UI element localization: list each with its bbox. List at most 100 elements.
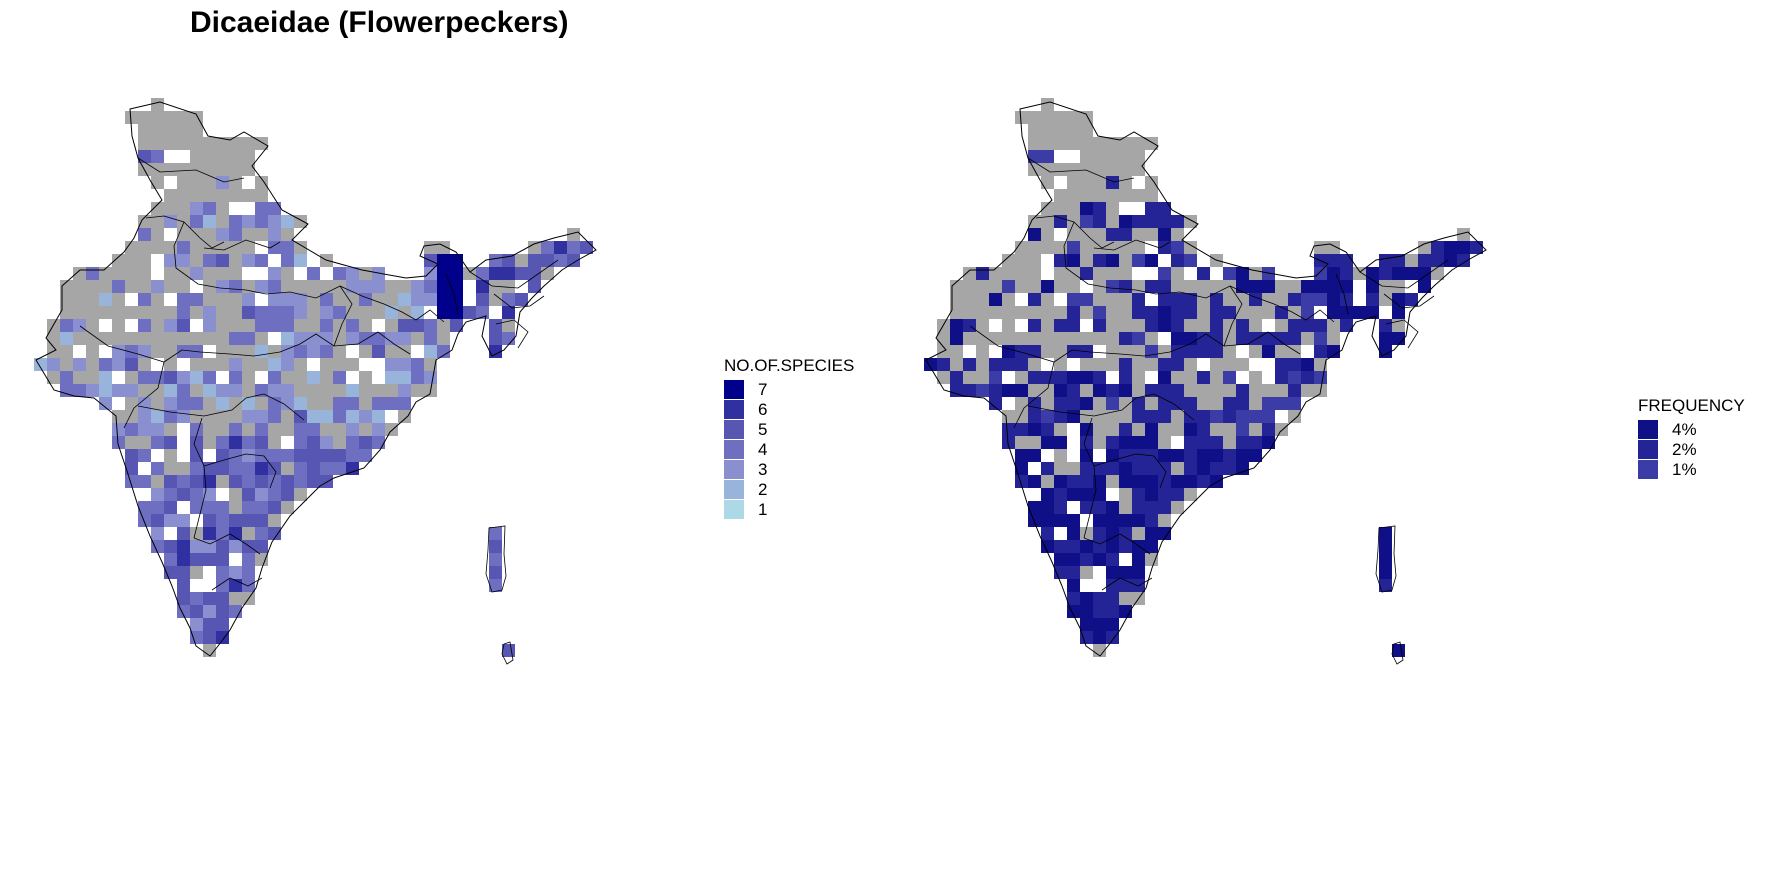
grid-cell <box>190 306 203 319</box>
frequency-grid-cells <box>924 98 1483 657</box>
grid-cell <box>99 280 112 293</box>
grid-cell <box>963 384 976 397</box>
grid-cell <box>1041 319 1054 332</box>
grid-cell <box>216 358 229 371</box>
grid-cell <box>437 319 450 332</box>
grid-cell <box>424 293 437 306</box>
grid-cell <box>1054 371 1067 384</box>
frequency-legend-item: 2% <box>1638 440 1745 460</box>
grid-cell <box>1002 345 1015 358</box>
grid-cell <box>489 345 502 358</box>
grid-cell <box>372 306 385 319</box>
grid-cell <box>203 475 216 488</box>
grid-cell <box>1158 436 1171 449</box>
grid-cell <box>1002 358 1015 371</box>
grid-cell <box>502 332 515 345</box>
grid-cell <box>1236 358 1249 371</box>
grid-cell <box>411 306 424 319</box>
grid-cell <box>437 254 450 267</box>
grid-cell <box>1028 319 1041 332</box>
grid-cell <box>1054 358 1067 371</box>
grid-cell <box>1379 540 1392 553</box>
state-boundary-line <box>339 285 445 323</box>
grid-cell <box>1314 267 1327 280</box>
grid-cell <box>976 371 989 384</box>
grid-cell <box>1054 137 1067 150</box>
grid-cell <box>1119 423 1132 436</box>
grid-cell <box>320 436 333 449</box>
grid-cell <box>1080 124 1093 137</box>
grid-cell <box>229 137 242 150</box>
grid-cell <box>1093 436 1106 449</box>
grid-cell <box>229 579 242 592</box>
grid-cell <box>424 332 437 345</box>
grid-cell <box>1093 384 1106 397</box>
grid-cell <box>424 371 437 384</box>
grid-cell <box>1210 475 1223 488</box>
grid-cell <box>1028 215 1041 228</box>
grid-cell <box>151 111 164 124</box>
grid-cell <box>1132 384 1145 397</box>
grid-cell <box>1158 501 1171 514</box>
grid-cell <box>216 189 229 202</box>
grid-cell <box>1223 306 1236 319</box>
grid-cell <box>1145 410 1158 423</box>
grid-cell <box>346 280 359 293</box>
grid-cell <box>1145 254 1158 267</box>
grid-cell <box>203 631 216 644</box>
grid-cell <box>411 280 424 293</box>
grid-cell <box>177 280 190 293</box>
grid-cell <box>268 306 281 319</box>
grid-cell <box>989 384 1002 397</box>
grid-cell <box>1028 306 1041 319</box>
grid-cell <box>1028 384 1041 397</box>
grid-cell <box>541 254 554 267</box>
grid-cell <box>385 423 398 436</box>
grid-cell <box>177 254 190 267</box>
grid-cell <box>1054 475 1067 488</box>
grid-cell <box>138 306 151 319</box>
grid-cell <box>1184 319 1197 332</box>
grid-cell <box>73 384 86 397</box>
grid-cell <box>151 306 164 319</box>
grid-cell <box>125 397 138 410</box>
state-boundaries <box>925 101 1487 665</box>
grid-cell <box>242 488 255 501</box>
grid-cell <box>151 241 164 254</box>
grid-cell <box>1197 319 1210 332</box>
grid-cell <box>125 241 138 254</box>
grid-cell <box>1041 475 1054 488</box>
grid-cell <box>1093 202 1106 215</box>
grid-cell <box>1119 293 1132 306</box>
grid-cell <box>372 436 385 449</box>
grid-cell <box>268 410 281 423</box>
grid-cell <box>1119 241 1132 254</box>
grid-cell <box>112 358 125 371</box>
grid-cell <box>1132 423 1145 436</box>
frequency-swatch-4pct <box>1638 420 1658 440</box>
state-boundary-line <box>145 215 225 249</box>
grid-cell <box>307 475 320 488</box>
grid-cell <box>281 306 294 319</box>
grid-cell <box>1132 254 1145 267</box>
grid-cell <box>1067 514 1080 527</box>
grid-cell <box>515 293 528 306</box>
grid-cell <box>1028 137 1041 150</box>
grid-cell <box>1184 332 1197 345</box>
grid-cell <box>1106 605 1119 618</box>
grid-cell <box>216 150 229 163</box>
grid-cell <box>190 384 203 397</box>
grid-cell <box>281 423 294 436</box>
grid-cell <box>268 527 281 540</box>
grid-cell <box>1093 553 1106 566</box>
grid-cell <box>177 202 190 215</box>
grid-cell <box>1431 267 1444 280</box>
grid-cell <box>1132 449 1145 462</box>
grid-cell <box>190 410 203 423</box>
grid-cell <box>125 384 138 397</box>
grid-cell <box>151 384 164 397</box>
grid-cell <box>1093 475 1106 488</box>
grid-cell <box>125 111 138 124</box>
grid-cell <box>190 540 203 553</box>
grid-cell <box>216 319 229 332</box>
